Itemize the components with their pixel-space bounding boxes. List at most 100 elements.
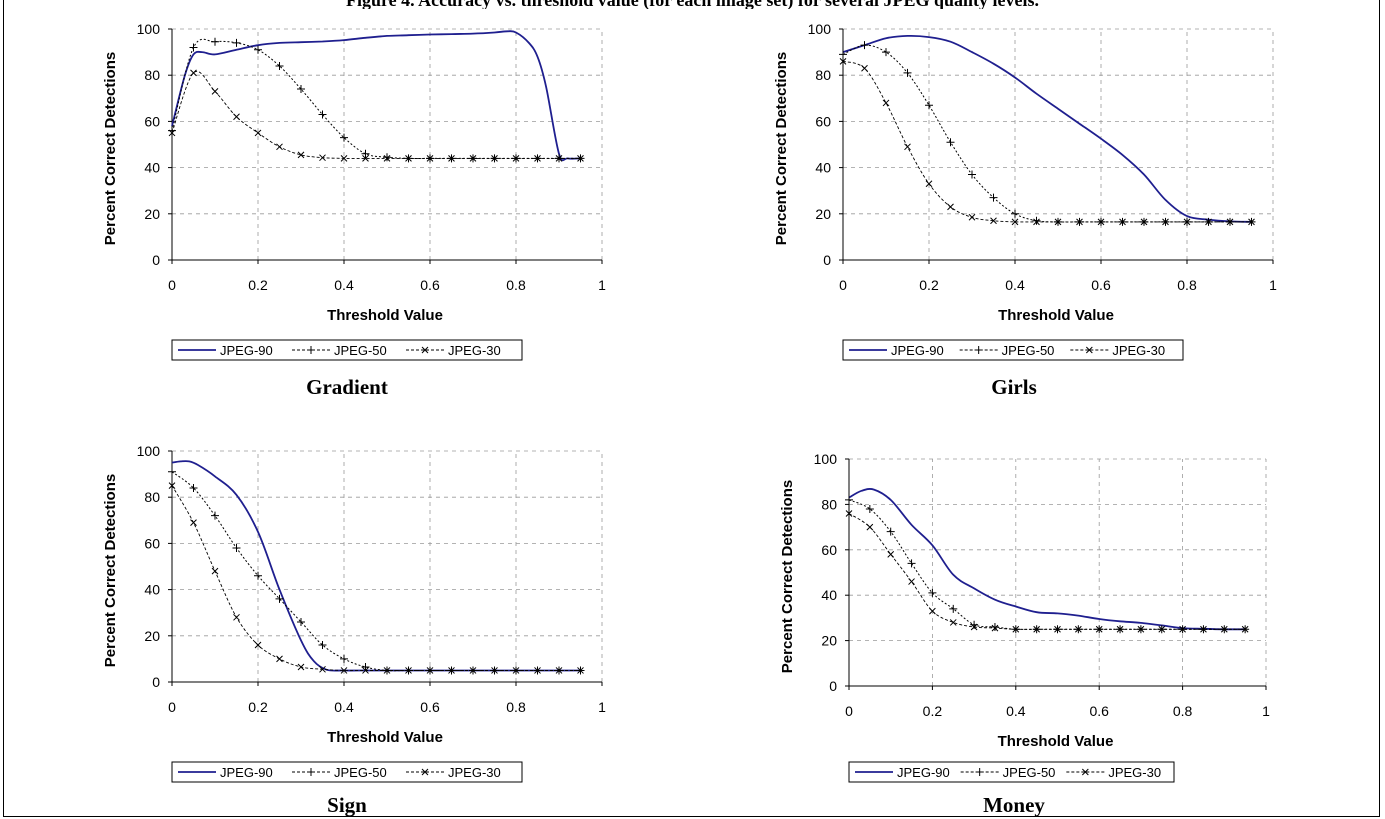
data-point-marker bbox=[839, 50, 847, 59]
legend-label: JPEG-90 bbox=[891, 343, 944, 358]
data-point-marker bbox=[340, 133, 348, 142]
data-point-marker bbox=[925, 101, 933, 110]
legend-label: JPEG-90 bbox=[220, 765, 273, 780]
series-line bbox=[848, 499, 1246, 630]
panel-title: Gradient bbox=[306, 375, 388, 399]
series-jpeg-90 bbox=[171, 460, 581, 672]
data-point-marker bbox=[928, 588, 937, 597]
data-point-marker bbox=[319, 665, 326, 673]
data-point-marker bbox=[839, 57, 847, 65]
chart-panel-sign: 0 0.2 0.4 0.6 0.8 1 0 20 40 60 80 100 Threshold Valu… bbox=[102, 443, 606, 817]
y-axis-title: Percent Correct Detections bbox=[102, 474, 119, 667]
x-tick-label: 1 bbox=[598, 277, 606, 293]
x-tick-label: 0.2 bbox=[919, 277, 939, 293]
grid-lines bbox=[172, 28, 603, 260]
legend-marker bbox=[1081, 768, 1089, 776]
data-point-marker bbox=[491, 667, 498, 674]
x-axis-title: Threshold Value bbox=[998, 307, 1114, 324]
y-tick-label: 80 bbox=[815, 67, 831, 83]
legend-marker bbox=[421, 346, 429, 354]
data-point-marker bbox=[949, 619, 957, 626]
data-point-marker bbox=[168, 467, 176, 476]
data-point-marker bbox=[361, 662, 370, 671]
data-point-marker bbox=[1226, 218, 1234, 226]
legend-marker bbox=[307, 346, 315, 354]
series-jpeg-30 bbox=[839, 57, 1255, 226]
panel-title: Sign bbox=[327, 793, 367, 817]
series-line bbox=[848, 488, 1246, 631]
y-tick-label: 0 bbox=[829, 678, 837, 694]
data-point-marker bbox=[882, 99, 890, 107]
data-point-marker bbox=[297, 617, 305, 626]
series-jpeg-50 bbox=[839, 41, 1256, 226]
y-tick-label: 20 bbox=[821, 633, 837, 649]
data-point-marker bbox=[860, 41, 869, 50]
data-point-marker bbox=[1095, 625, 1103, 633]
legend-label: JPEG-90 bbox=[220, 343, 273, 358]
data-point-marker bbox=[254, 641, 262, 649]
panel-title: Girls bbox=[991, 375, 1037, 399]
data-point-marker bbox=[190, 519, 197, 526]
data-point-marker bbox=[319, 154, 326, 162]
y-tick-label: 0 bbox=[152, 674, 160, 690]
data-point-marker bbox=[297, 663, 305, 671]
legend: JPEG-90 JPEG-50 JPEG-30 bbox=[171, 761, 523, 783]
x-tick-label: 0.2 bbox=[923, 703, 943, 719]
y-tick-label: 60 bbox=[144, 113, 160, 129]
legend-box bbox=[171, 339, 523, 361]
chart-panel-money: 0 0.2 0.4 0.6 0.8 1 0 20 40 60 80 100 Threshold Valu… bbox=[779, 451, 1270, 817]
x-tick-label: 0 bbox=[168, 277, 176, 293]
legend: JPEG-90 JPEG-50 JPEG-30 bbox=[842, 339, 1184, 361]
y-tick-label: 40 bbox=[815, 160, 831, 176]
grid-lines bbox=[843, 28, 1274, 260]
data-point-marker bbox=[1205, 218, 1212, 226]
data-point-marker bbox=[190, 69, 197, 77]
data-point-marker bbox=[886, 527, 895, 536]
data-point-marker bbox=[989, 193, 998, 202]
data-point-marker bbox=[233, 113, 240, 121]
x-axis-title: Threshold Value bbox=[327, 729, 443, 746]
y-tick-label: 20 bbox=[144, 628, 160, 644]
data-point-marker bbox=[925, 180, 933, 188]
legend-box bbox=[848, 761, 1175, 783]
data-point-marker bbox=[968, 170, 976, 179]
data-point-marker bbox=[189, 483, 198, 492]
y-axis-title: Percent Correct Detections bbox=[773, 52, 790, 245]
data-point-marker bbox=[970, 623, 978, 631]
y-axis-title: Percent Correct Detections bbox=[102, 52, 119, 245]
legend-label: JPEG-30 bbox=[448, 343, 501, 358]
data-point-marker bbox=[168, 129, 176, 137]
data-point-marker bbox=[340, 155, 348, 162]
x-tick-label: 0.8 bbox=[1173, 703, 1193, 719]
y-tick-label: 0 bbox=[823, 252, 831, 268]
data-point-marker bbox=[469, 155, 477, 162]
data-point-marker bbox=[1032, 216, 1041, 225]
x-tick-label: 0.4 bbox=[334, 699, 354, 715]
series-line bbox=[848, 513, 1246, 630]
data-point-marker bbox=[297, 85, 305, 94]
legend-marker bbox=[1085, 346, 1093, 354]
y-tick-label: 20 bbox=[144, 206, 160, 222]
x-tick-label: 0.8 bbox=[506, 699, 526, 715]
data-point-marker bbox=[845, 510, 853, 517]
series-line bbox=[842, 34, 1252, 223]
x-tick-label: 0 bbox=[168, 699, 176, 715]
x-tick-label: 0.4 bbox=[334, 277, 354, 293]
figure-frame bbox=[3, 0, 1380, 817]
data-point-marker bbox=[577, 667, 584, 674]
data-point-marker bbox=[555, 155, 563, 162]
data-point-marker bbox=[1119, 218, 1126, 226]
x-tick-label: 0.6 bbox=[1091, 277, 1111, 293]
legend-label: JPEG-50 bbox=[1003, 765, 1056, 780]
data-point-marker bbox=[254, 129, 262, 137]
data-point-marker bbox=[534, 155, 541, 162]
data-point-marker bbox=[189, 43, 198, 52]
y-tick-label: 100 bbox=[137, 443, 161, 459]
grid-lines bbox=[172, 450, 603, 682]
legend-label: JPEG-30 bbox=[1108, 765, 1161, 780]
y-tick-label: 80 bbox=[144, 489, 160, 505]
series-jpeg-30 bbox=[168, 482, 584, 674]
data-point-marker bbox=[297, 151, 305, 159]
y-tick-label: 80 bbox=[821, 496, 837, 512]
